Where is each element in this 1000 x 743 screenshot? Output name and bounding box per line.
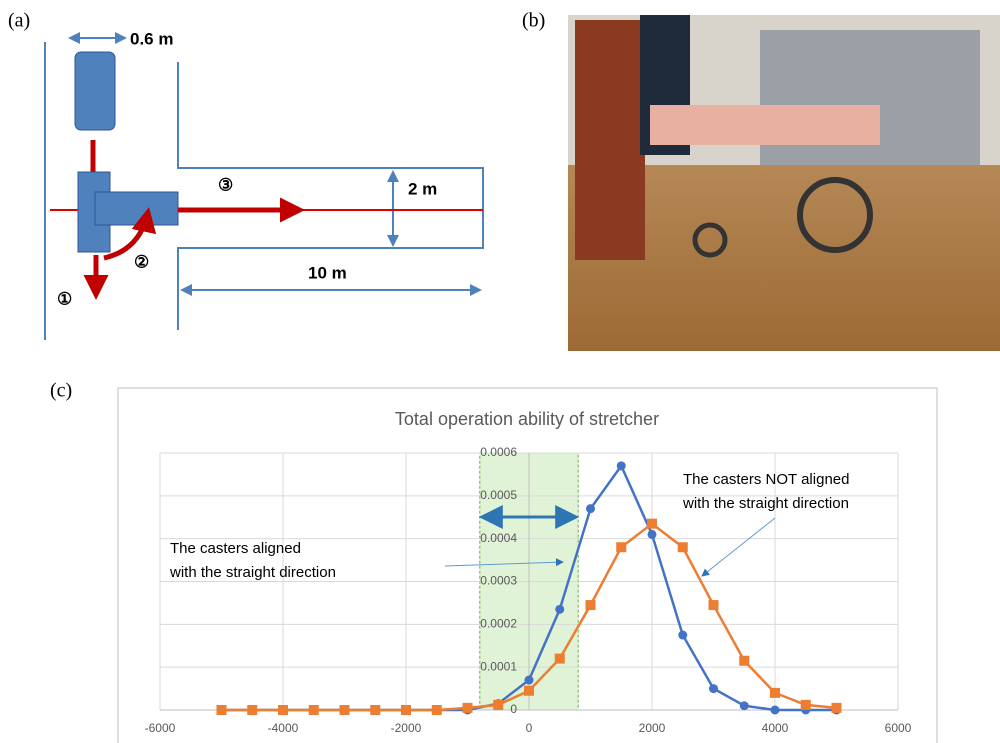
x-tick-label: -6000 [145, 721, 176, 735]
y-tick-label: 0.0006 [480, 445, 517, 459]
marker [586, 600, 596, 610]
photo [568, 15, 1000, 351]
marker [739, 656, 749, 666]
marker [309, 705, 319, 715]
marker [340, 705, 350, 715]
length-label: 10 m [308, 263, 347, 282]
annotation-arrow [702, 518, 775, 576]
marker [586, 504, 595, 513]
step-label: ① [57, 289, 72, 308]
marker [832, 703, 842, 713]
marker [678, 631, 687, 640]
marker [678, 542, 688, 552]
marker [401, 705, 411, 715]
y-tick-label: 0.0002 [480, 617, 517, 631]
annotation: with the straight direction [682, 495, 849, 512]
marker [616, 542, 626, 552]
marker [525, 676, 534, 685]
marker [555, 654, 565, 664]
x-tick-label: 4000 [762, 721, 789, 735]
y-tick-label: 0.0003 [480, 574, 517, 588]
page: (a) (b) (c) 0.6 m ① ② ③ 2 m 10 m Total o… [0, 0, 1000, 743]
marker [648, 530, 657, 539]
marker [770, 688, 780, 698]
marker [709, 684, 718, 693]
panel-label: (c) [50, 380, 72, 402]
marker [432, 705, 442, 715]
annotation: The casters aligned [170, 540, 301, 557]
marker [709, 600, 719, 610]
y-tick-label: 0.0005 [480, 488, 517, 502]
x-tick-label: -2000 [391, 721, 422, 735]
y-tick-label: 0.0001 [480, 659, 517, 673]
marker [524, 686, 534, 696]
marker [278, 705, 288, 715]
marker [370, 705, 380, 715]
plot: -6000 -4000 -2000 0 2000 4000 6000 0 0.0001 0.000… [145, 445, 912, 735]
marker [617, 461, 626, 470]
width-label: 2 m [408, 179, 437, 198]
width-label: 0.6 m [130, 29, 173, 48]
marker [801, 700, 811, 710]
marker [217, 705, 227, 715]
diagram-paths [50, 52, 483, 295]
x-tick-label: 6000 [885, 721, 912, 735]
y-tick-label: 0.0004 [480, 531, 517, 545]
marker [740, 701, 749, 710]
chart-title: Total operation ability of stretcher [395, 409, 659, 429]
step-label: ② [134, 252, 149, 271]
y-tick-label: 0 [510, 702, 517, 716]
x-tick-label: 2000 [639, 721, 666, 735]
annotation: with the straight direction [169, 564, 336, 581]
annotation: The casters NOT aligned [683, 471, 849, 488]
marker [771, 706, 780, 715]
panel-label: (b) [522, 10, 545, 32]
marker [463, 703, 473, 713]
step-label: ③ [218, 175, 233, 194]
marker [493, 700, 503, 710]
marker [555, 605, 564, 614]
x-tick-label: 0 [526, 721, 533, 735]
panel-label: (a) [8, 10, 30, 32]
figure: (a) (b) (c) 0.6 m ① ② ③ 2 m 10 m Total o… [0, 0, 1000, 743]
marker [247, 705, 257, 715]
marker [647, 519, 657, 529]
x-tick-label: -4000 [268, 721, 299, 735]
